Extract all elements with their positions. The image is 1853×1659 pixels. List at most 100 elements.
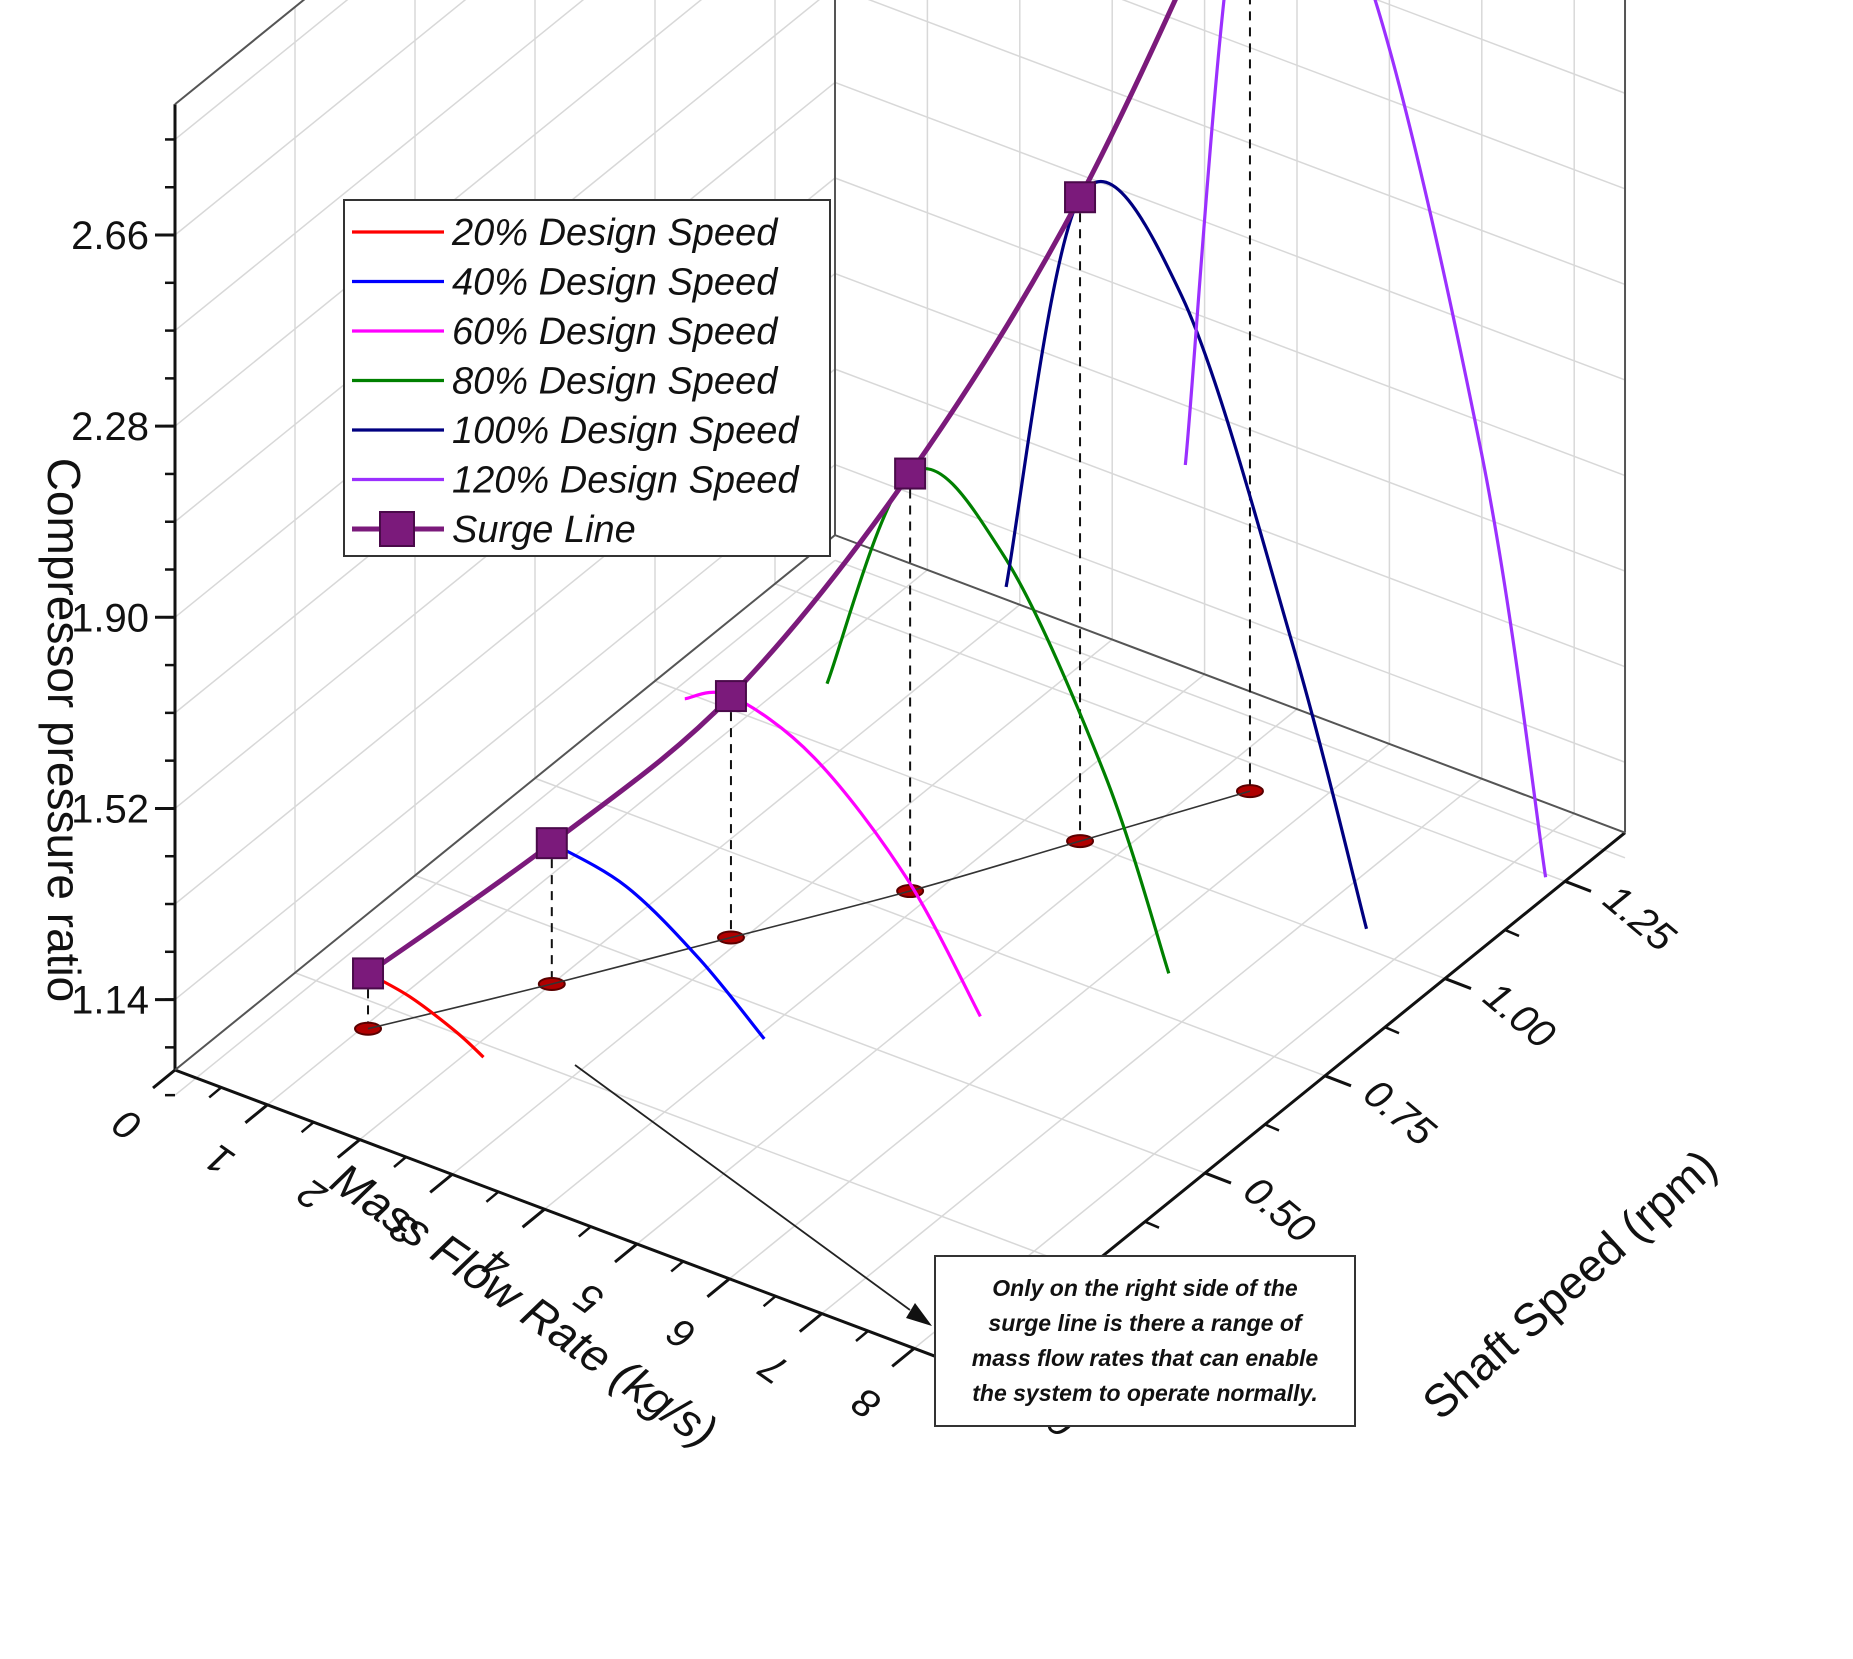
floor-left-edge xyxy=(174,534,836,1071)
floor-grid-x xyxy=(451,638,1113,1175)
z-major-tick xyxy=(1564,879,1592,893)
backwall-grid-y xyxy=(834,272,1626,572)
annotation-line: Only on the right side of the xyxy=(992,1275,1298,1301)
x-major-tick xyxy=(614,1242,638,1264)
backwall-grid-y xyxy=(834,464,1626,763)
annotation-group: Only on the right side of the surge line … xyxy=(574,1064,1356,1427)
x-major-tick xyxy=(798,1312,823,1333)
speed-curve-2 xyxy=(551,841,766,1040)
legend: 20% Design Speed 40% Design Speed 60% Desi… xyxy=(343,199,831,557)
x-tick-label: 6 xyxy=(660,1309,704,1358)
annotation-arrow-line xyxy=(574,1064,911,1311)
legend-entry-4: 80% Design Speed xyxy=(452,361,779,403)
x-minor-tick xyxy=(393,1156,407,1168)
x-minor-tick xyxy=(208,1086,223,1099)
leftwall-grid-y xyxy=(174,0,467,236)
surge-marker xyxy=(894,457,927,490)
annotation-box xyxy=(934,1255,1356,1427)
floor-grid-x xyxy=(544,673,1206,1210)
z-tick-label: 0.75 xyxy=(1355,1071,1443,1155)
legend-entry-7: Surge Line xyxy=(452,509,636,551)
legend-box xyxy=(343,199,831,557)
leftwall-grid-y xyxy=(174,0,349,141)
y-axis-ticks: 1.14 1.52 1.90 2.28 2.66 xyxy=(71,138,175,1097)
z-major-tick xyxy=(1204,1171,1232,1185)
legend-entry-5: 100% Design Speed xyxy=(452,410,800,452)
floor-grid-z xyxy=(534,777,1326,1077)
floor-grid-x xyxy=(636,708,1298,1245)
z-minor-tick xyxy=(1144,1220,1160,1229)
legend-entry-6: 120% Design Speed xyxy=(452,460,800,502)
backwall-grid-y xyxy=(834,559,1626,859)
x-axis-line xyxy=(174,1068,966,1369)
z-minor-tick xyxy=(1384,1026,1400,1035)
surge-floor-curve xyxy=(367,790,1251,1030)
x-tick-label: 8 xyxy=(844,1378,888,1427)
surge-marker xyxy=(714,680,747,713)
z-major-tick xyxy=(1324,1074,1352,1088)
speed-curve-1 xyxy=(367,972,485,1059)
legend-entry-2: 40% Design Speed xyxy=(452,262,779,304)
surge-marker xyxy=(352,957,385,990)
floor-grid-x xyxy=(266,569,928,1106)
floor-grid-z xyxy=(414,874,1206,1174)
z-major-tick xyxy=(1444,977,1472,990)
z-minor-tick xyxy=(1264,1123,1280,1132)
z-tick-label: 0.50 xyxy=(1235,1168,1323,1252)
floor-grid-z xyxy=(654,680,1446,980)
surge-marker xyxy=(1064,181,1097,214)
z-axis-label: Shaft Speed (rpm) xyxy=(1412,1139,1726,1429)
z-tick-label: 1.00 xyxy=(1475,974,1563,1058)
speed-curve-4 xyxy=(825,466,1171,974)
backwall-grid-y xyxy=(1375,0,1626,94)
x-tick-label: 1 xyxy=(198,1135,241,1184)
legend-entry-1: 20% Design Speed xyxy=(451,212,779,254)
surge-floor-projection xyxy=(354,0,1264,1036)
x-tick-label: 7 xyxy=(751,1343,796,1393)
speed-curve-6 xyxy=(1183,0,1548,878)
speed-curve-3 xyxy=(684,690,982,1018)
y-tick-label: 2.28 xyxy=(71,405,149,449)
left-top-edge xyxy=(174,0,306,106)
annotation-line: mass flow rates that can enable xyxy=(972,1345,1319,1371)
annotation-line: surge line is there a range of xyxy=(988,1310,1303,1336)
x-major-tick xyxy=(244,1103,269,1124)
x-major-tick xyxy=(429,1173,454,1194)
floor-grid-x xyxy=(821,778,1483,1315)
y-tick-label: 1.52 xyxy=(71,787,149,831)
speed-curve-5 xyxy=(1004,180,1369,930)
x-minor-tick xyxy=(300,1121,315,1134)
surge-line xyxy=(352,0,1178,990)
leftwall-grid-y xyxy=(174,0,703,427)
x-minor-tick xyxy=(670,1260,685,1273)
leftwall-grid-y xyxy=(174,0,585,332)
annotation-line: the system to operate normally. xyxy=(972,1380,1318,1406)
x-major-tick xyxy=(336,1138,361,1159)
x-minor-tick xyxy=(485,1190,500,1203)
floor-grid-z xyxy=(774,583,1566,882)
x-minor-tick xyxy=(762,1295,777,1308)
x-major-tick xyxy=(152,1068,176,1090)
y-tick-label: 2.66 xyxy=(71,214,149,258)
z-minor-tick xyxy=(1504,928,1520,938)
x-major-tick xyxy=(706,1277,731,1298)
backwall-grid-y xyxy=(834,177,1626,477)
surge-marker xyxy=(535,827,568,860)
y-tick-label: 1.14 xyxy=(71,979,149,1023)
x-minor-tick xyxy=(855,1330,869,1342)
backwall-grid-y xyxy=(834,368,1626,668)
annotation-arrowhead xyxy=(906,1303,932,1326)
x-major-tick xyxy=(521,1208,546,1229)
x-tick-label: 0 xyxy=(106,1100,149,1149)
leftwall-grid-y xyxy=(174,559,836,1096)
floor-grid-z xyxy=(294,972,1086,1271)
y-axis-label: Compressor pressure ratio xyxy=(38,458,90,1003)
backwall-grid-y xyxy=(1121,0,1626,190)
x-axis-label: Mass Flow Rate (kg/s) xyxy=(322,1152,727,1457)
z-tick-label: 1.25 xyxy=(1595,876,1683,960)
x-major-tick xyxy=(891,1347,916,1368)
annotation-text: Only on the right side of the surge line … xyxy=(972,1275,1319,1406)
floor-grid-x xyxy=(359,604,1021,1141)
